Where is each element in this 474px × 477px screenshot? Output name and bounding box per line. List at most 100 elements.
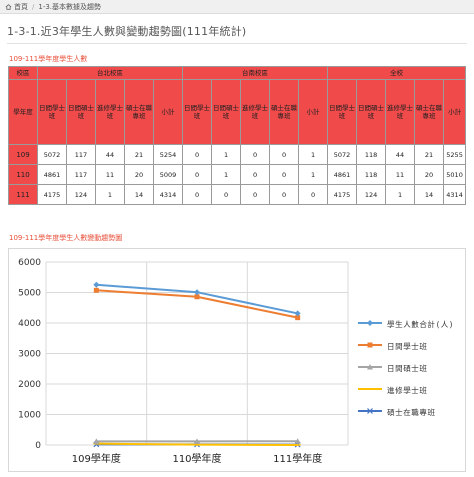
table-cell: 4314 xyxy=(443,184,467,205)
table-cell: 0 xyxy=(182,144,213,165)
table-cell: 20 xyxy=(124,164,154,185)
breadcrumb: 首頁 /1-3.基本數據及趨勢 xyxy=(0,0,474,14)
legend-label: 學生人數合計(人) xyxy=(387,320,454,329)
x-tick-label: 109學年度 xyxy=(72,452,121,465)
series-line xyxy=(93,287,301,321)
table-cell: 0 xyxy=(240,184,271,205)
table-cell: 44 xyxy=(385,144,416,165)
legend-item: 日間學士班 xyxy=(358,339,464,361)
table-cell: 4861 xyxy=(37,164,67,185)
campus-header: 全校 xyxy=(327,66,467,80)
table-cell: 21 xyxy=(414,144,445,165)
table-cell: 0 xyxy=(240,144,271,165)
program-header-row: 學年度 日間學士班 日間碩士班 進修學士班 碩士在職專班 小計 日間學士班 日間碩士班 進修學士… xyxy=(8,79,467,145)
table-cell: 20 xyxy=(414,164,445,185)
legend-label: 日間碩士班 xyxy=(387,364,428,373)
legend-label: 進修學士班 xyxy=(387,386,428,395)
series-line xyxy=(93,438,301,444)
data-point xyxy=(367,364,373,370)
table-cell: 4314 xyxy=(152,184,184,205)
corner-header: 校區 xyxy=(8,66,38,80)
data-point xyxy=(294,310,301,317)
chart-legend: 學生人數合計(人) 日間學士班日間碩士班進修學士班碩士在職專班 xyxy=(358,317,464,427)
program-header: 小計 xyxy=(443,79,467,145)
table-cell: 1 xyxy=(211,164,242,185)
data-point xyxy=(194,294,200,300)
year-header: 學年度 xyxy=(8,79,38,145)
table-cell: 4861 xyxy=(327,164,358,185)
table-cell: 4175 xyxy=(327,184,358,205)
legend-swatch xyxy=(358,408,382,414)
legend-label: 碩士在職專班 xyxy=(387,408,436,417)
table-cell: 1 xyxy=(298,164,329,185)
trend-chart: 0 1000 2000 3000 4000 5000 6000 109學年度 110學年度 111… xyxy=(8,248,466,472)
breadcrumb-current: 1-3.基本數據及趨勢 xyxy=(38,3,102,11)
y-tick-label: 3000 xyxy=(18,350,41,360)
campus-header: 台北校區 xyxy=(36,66,184,80)
program-header: 日間學士班 xyxy=(327,79,358,145)
table-cell: 124 xyxy=(356,184,387,205)
table-row: 110 4861 117 11 20 5009 0 1 0 0 1 4861 118 11 20 5010 xyxy=(8,164,467,185)
breadcrumb-home-link[interactable]: 首頁 xyxy=(14,3,28,11)
table-cell: 5072 xyxy=(37,144,67,165)
table-cell: 1 xyxy=(385,184,416,205)
table-cell: 0 xyxy=(298,184,329,205)
trend-chart-plot: 0 1000 2000 3000 4000 5000 6000 109學年度 110學年度 111… xyxy=(18,258,349,465)
student-count-table: 校區 台北校區 台南校區 全校 學年度 日間學士班 日間碩士班 進修學士班 碩士在職專班 小計 日間… xyxy=(8,66,467,205)
y-tick-label: 6000 xyxy=(18,258,41,268)
program-header: 碩士在職專班 xyxy=(269,79,300,145)
y-tick-label: 0 xyxy=(35,441,41,451)
data-point xyxy=(93,281,100,288)
data-point xyxy=(367,342,373,348)
table-cell: 21 xyxy=(124,144,154,165)
program-header: 日間學士班 xyxy=(37,79,67,145)
x-tick-label: 110學年度 xyxy=(172,452,221,465)
program-header: 進修學士班 xyxy=(95,79,125,145)
page-title: 1-3-1.近3年學生人數與變動趨勢圖(111年統計) xyxy=(7,25,247,38)
table-cell: 5254 xyxy=(152,144,184,165)
table-cell: 5009 xyxy=(152,164,184,185)
table-cell: 0 xyxy=(269,184,300,205)
program-header: 日間碩士班 xyxy=(66,79,96,145)
program-header: 小計 xyxy=(152,79,184,145)
year-cell: 109 xyxy=(8,144,38,165)
table-cell: 4175 xyxy=(37,184,67,205)
program-header: 小計 xyxy=(298,79,329,145)
table-row: 109 5072 117 44 21 5254 0 1 0 0 1 5072 118 44 21 5255 xyxy=(8,144,467,165)
legend-swatch xyxy=(358,320,382,326)
data-point xyxy=(93,287,99,293)
campus-header-row: 校區 台北校區 台南校區 全校 xyxy=(8,66,467,80)
table-cell: 5255 xyxy=(443,144,467,165)
table-cell: 5010 xyxy=(443,164,467,185)
home-icon[interactable] xyxy=(5,4,12,10)
legend-swatch xyxy=(358,342,382,348)
breadcrumb-separator: / xyxy=(32,3,35,11)
table-cell: 11 xyxy=(385,164,416,185)
campus-header: 台南校區 xyxy=(182,66,329,80)
program-header: 碩士在職專班 xyxy=(414,79,445,145)
legend-label: 日間學士班 xyxy=(387,342,428,351)
data-point xyxy=(295,315,301,321)
legend-swatch xyxy=(358,388,382,390)
title-divider xyxy=(7,43,467,44)
program-header: 進修學士班 xyxy=(385,79,416,145)
table-cell: 1 xyxy=(298,144,329,165)
table-cell: 44 xyxy=(95,144,125,165)
table-row: 111 4175 124 1 14 4314 0 0 0 0 0 4175 124 1 14 4314 xyxy=(8,184,467,205)
table-cell: 124 xyxy=(66,184,96,205)
program-header: 進修學士班 xyxy=(240,79,271,145)
data-point xyxy=(367,408,373,414)
x-tick-label: 111學年度 xyxy=(273,452,322,465)
program-header: 日間學士班 xyxy=(182,79,213,145)
y-tick-label: 1000 xyxy=(18,411,41,421)
y-tick-label: 4000 xyxy=(18,319,41,329)
legend-item: 學生人數合計(人) xyxy=(358,317,464,339)
table-cell: 11 xyxy=(95,164,125,185)
table-cell: 118 xyxy=(356,164,387,185)
y-tick-label: 2000 xyxy=(18,380,41,390)
table-cell: 117 xyxy=(66,164,96,185)
table-cell: 117 xyxy=(66,144,96,165)
data-point xyxy=(93,438,100,444)
program-header: 碩士在職專班 xyxy=(124,79,154,145)
legend-swatch xyxy=(358,364,382,370)
